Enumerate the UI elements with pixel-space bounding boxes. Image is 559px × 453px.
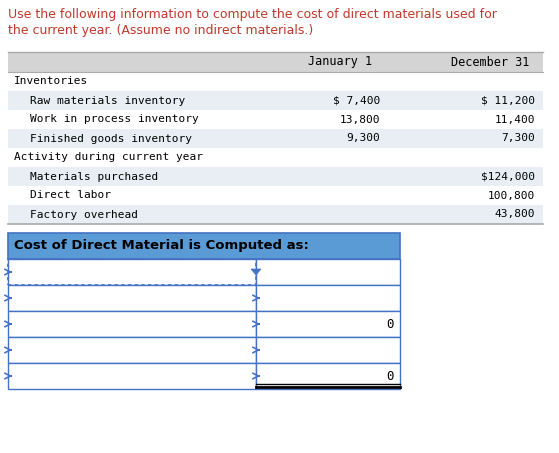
Bar (8, 148, 543, 167)
Bar (8, 259, 256, 285)
Text: Raw materials inventory: Raw materials inventory (30, 96, 185, 106)
Bar (8, 205, 543, 224)
Text: Activity during current year: Activity during current year (14, 153, 203, 163)
Text: the current year. (Assume no indirect materials.): the current year. (Assume no indirect ma… (8, 24, 313, 37)
Bar (8, 233, 400, 259)
Text: 11,400: 11,400 (495, 115, 535, 125)
Bar (256, 311, 400, 337)
Text: $124,000: $124,000 (481, 172, 535, 182)
Bar (8, 285, 256, 311)
Bar (256, 363, 400, 389)
Text: $ 11,200: $ 11,200 (481, 96, 535, 106)
Text: 13,800: 13,800 (339, 115, 380, 125)
Bar (8, 259, 256, 285)
Text: 7,300: 7,300 (501, 134, 535, 144)
Text: Factory overhead: Factory overhead (30, 209, 138, 220)
Bar (256, 285, 400, 311)
Text: Inventories: Inventories (14, 77, 88, 87)
Text: Work in process inventory: Work in process inventory (30, 115, 199, 125)
Text: Finished goods inventory: Finished goods inventory (30, 134, 192, 144)
Text: 0: 0 (386, 318, 394, 331)
Bar (256, 337, 400, 363)
Bar (8, 91, 543, 110)
Bar (8, 72, 543, 91)
Bar (8, 363, 256, 389)
Bar (8, 129, 543, 148)
Polygon shape (251, 269, 261, 275)
Bar (8, 52, 543, 72)
Text: December 31: December 31 (451, 56, 529, 68)
Text: Cost of Direct Material is Computed as:: Cost of Direct Material is Computed as: (14, 240, 309, 252)
Text: $ 7,400: $ 7,400 (333, 96, 380, 106)
Bar (256, 259, 400, 285)
Bar (8, 186, 543, 205)
Text: 43,800: 43,800 (495, 209, 535, 220)
Text: 9,300: 9,300 (346, 134, 380, 144)
Text: Materials purchased: Materials purchased (30, 172, 158, 182)
Text: 0: 0 (386, 370, 394, 382)
Text: 100,800: 100,800 (488, 191, 535, 201)
Bar (8, 337, 256, 363)
Bar (8, 110, 543, 129)
Text: January 1: January 1 (308, 56, 372, 68)
Text: Use the following information to compute the cost of direct materials used for: Use the following information to compute… (8, 8, 497, 21)
Bar (8, 167, 543, 186)
Bar (8, 311, 256, 337)
Text: Direct labor: Direct labor (30, 191, 111, 201)
